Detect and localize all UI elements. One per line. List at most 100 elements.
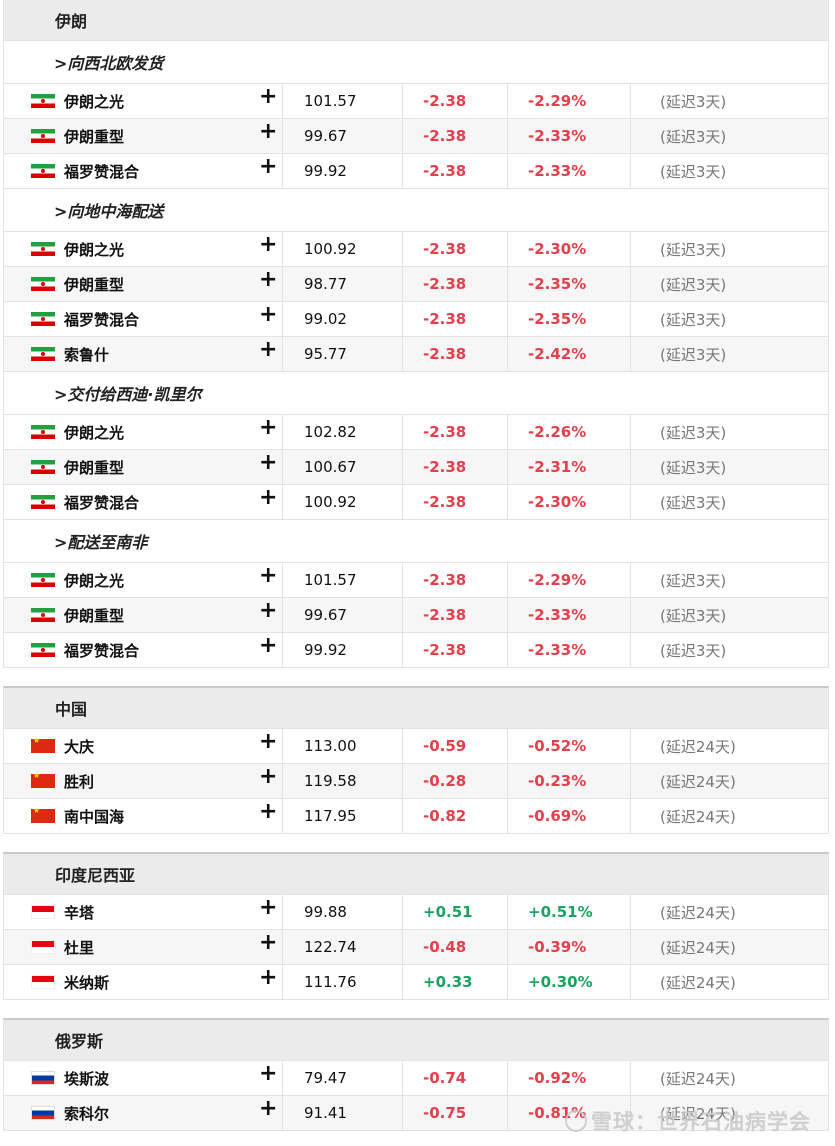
delay-note: (延迟24天): [660, 1069, 736, 1088]
delay-note: (延迟24天): [660, 973, 736, 992]
change-value: -0.75: [403, 1096, 508, 1130]
change-value: -2.38: [403, 563, 508, 597]
table-row: 胜利 +119.58-0.28-0.23% (延迟24天): [4, 763, 828, 798]
iran-flag-icon: [31, 242, 55, 256]
add-to-watchlist-icon[interactable]: +: [259, 799, 278, 824]
change-value: -2.38: [403, 302, 508, 336]
add-to-watchlist-icon[interactable]: +: [259, 895, 278, 920]
crude-name[interactable]: 福罗赞混合: [64, 641, 140, 660]
add-to-watchlist-icon[interactable]: +: [259, 337, 278, 362]
iran-flag-icon: [31, 94, 55, 108]
crude-name[interactable]: 伊朗之光: [64, 423, 125, 442]
crude-name[interactable]: 伊朗之光: [64, 571, 125, 590]
crude-name[interactable]: 南中国海: [64, 807, 125, 826]
table-row: 福罗赞混合 +99.92 -2.38 -2.33% (延迟3天): [4, 153, 828, 188]
price-value: 100.92: [283, 232, 403, 266]
region-section: 俄罗斯 埃斯波 +79.47 -0.74 -0.92% (延迟24天) 索科尔 +91.41-…: [3, 1018, 829, 1131]
price-value: 99.88: [283, 895, 403, 929]
add-to-watchlist-icon[interactable]: +: [259, 450, 278, 475]
crude-name[interactable]: 福罗赞混合: [64, 162, 140, 181]
iran-flag-icon: [31, 164, 55, 178]
crude-name[interactable]: 埃斯波: [64, 1069, 110, 1088]
crude-price-table: 伊朗 >向西北欧发货 伊朗之光 +101.57 -2.38 -2.29% (延迟3天) 伊朗重…: [3, 0, 829, 1131]
crude-name[interactable]: 福罗赞混合: [64, 493, 140, 512]
change-value: -2.38: [403, 232, 508, 266]
crude-name[interactable]: 伊朗之光: [64, 240, 125, 259]
add-to-watchlist-icon[interactable]: +: [259, 119, 278, 144]
crude-name-cell: 埃斯波 +: [4, 1061, 283, 1095]
crude-name[interactable]: 伊朗之光: [64, 92, 125, 111]
change-value: -0.74: [403, 1061, 508, 1095]
price-value: 91.41: [283, 1096, 403, 1130]
add-to-watchlist-icon[interactable]: +: [259, 729, 278, 754]
delay-note: (延迟24天): [660, 938, 736, 957]
region-title: 印度尼西亚: [4, 854, 828, 894]
change-value: -2.38: [403, 450, 508, 484]
change-value: -2.38: [403, 154, 508, 188]
add-to-watchlist-icon[interactable]: +: [259, 1096, 278, 1121]
crude-name-cell: 伊朗重型 +: [4, 119, 283, 153]
table-row: 杜里 +122.74 -0.48 -0.39% (延迟24天): [4, 929, 828, 964]
russia-flag-icon: [31, 1106, 55, 1120]
crude-name[interactable]: 伊朗重型: [64, 275, 125, 294]
table-row: 索科尔 +91.41 -0.75 -0.81% (延迟24天): [4, 1095, 828, 1130]
table-row: 伊朗之光 +101.57 -2.38 -2.29% (延迟3天): [4, 83, 828, 118]
add-to-watchlist-icon[interactable]: +: [259, 302, 278, 327]
add-to-watchlist-icon[interactable]: +: [259, 563, 278, 588]
crude-name[interactable]: 胜利: [64, 772, 95, 791]
add-to-watchlist-icon[interactable]: +: [259, 930, 278, 955]
crude-name[interactable]: 米纳斯: [64, 973, 110, 992]
delay-note: (延迟24天): [660, 903, 736, 922]
add-to-watchlist-icon[interactable]: +: [259, 485, 278, 510]
add-to-watchlist-icon[interactable]: +: [259, 764, 278, 789]
delay-note: (延迟3天): [660, 275, 727, 294]
crude-name-cell: 索鲁什 +: [4, 337, 283, 371]
add-to-watchlist-icon[interactable]: +: [259, 267, 278, 292]
crude-name[interactable]: 伊朗重型: [64, 606, 125, 625]
change-value: -0.28: [403, 764, 508, 798]
crude-name[interactable]: 辛塔: [64, 903, 95, 922]
change-value: -2.38: [403, 485, 508, 519]
crude-name[interactable]: 大庆: [64, 737, 95, 756]
crude-name[interactable]: 索鲁什: [64, 345, 110, 364]
add-to-watchlist-icon[interactable]: +: [259, 598, 278, 623]
price-value: 99.92: [283, 154, 403, 188]
change-value: -2.38: [403, 267, 508, 301]
table-row: 伊朗重型 +99.67 -2.38 -2.33% (延迟3天): [4, 118, 828, 153]
change-percent: -0.69%: [508, 799, 631, 833]
price-value: 122.74: [283, 930, 403, 964]
price-value: 117.95: [283, 799, 403, 833]
crude-name-cell: 大庆 +: [4, 729, 283, 763]
crude-name[interactable]: 杜里: [64, 938, 95, 957]
crude-name[interactable]: 福罗赞混合: [64, 310, 140, 329]
russia-flag-icon: [31, 1071, 55, 1085]
change-percent: -2.26%: [508, 415, 631, 449]
add-to-watchlist-icon[interactable]: +: [259, 84, 278, 109]
delay-note: (延迟3天): [660, 310, 727, 329]
change-value: -2.38: [403, 84, 508, 118]
region-title: 俄罗斯: [4, 1020, 828, 1060]
indonesia-flag-icon: [31, 940, 55, 954]
change-percent: -2.29%: [508, 84, 631, 118]
table-row: 伊朗重型 +98.77 -2.38 -2.35% (延迟3天): [4, 266, 828, 301]
indonesia-flag-icon: [31, 975, 55, 989]
crude-name-cell: 伊朗重型 +: [4, 598, 283, 632]
add-to-watchlist-icon[interactable]: +: [259, 965, 278, 990]
add-to-watchlist-icon[interactable]: +: [259, 154, 278, 179]
change-percent: -2.30%: [508, 232, 631, 266]
crude-name[interactable]: 伊朗重型: [64, 458, 125, 477]
price-value: 111.76: [283, 965, 403, 999]
change-percent: +0.30%: [508, 965, 631, 999]
delivery-subheader: >配送至南非: [4, 519, 828, 562]
iran-flag-icon: [31, 347, 55, 361]
add-to-watchlist-icon[interactable]: +: [259, 232, 278, 257]
delay-note: (延迟3天): [660, 423, 727, 442]
crude-name[interactable]: 索科尔: [64, 1104, 110, 1123]
add-to-watchlist-icon[interactable]: +: [259, 415, 278, 440]
add-to-watchlist-icon[interactable]: +: [259, 1061, 278, 1086]
price-value: 101.57: [283, 563, 403, 597]
crude-name[interactable]: 伊朗重型: [64, 127, 125, 146]
crude-name-cell: 福罗赞混合 +: [4, 302, 283, 336]
add-to-watchlist-icon[interactable]: +: [259, 633, 278, 658]
change-percent: -2.33%: [508, 598, 631, 632]
